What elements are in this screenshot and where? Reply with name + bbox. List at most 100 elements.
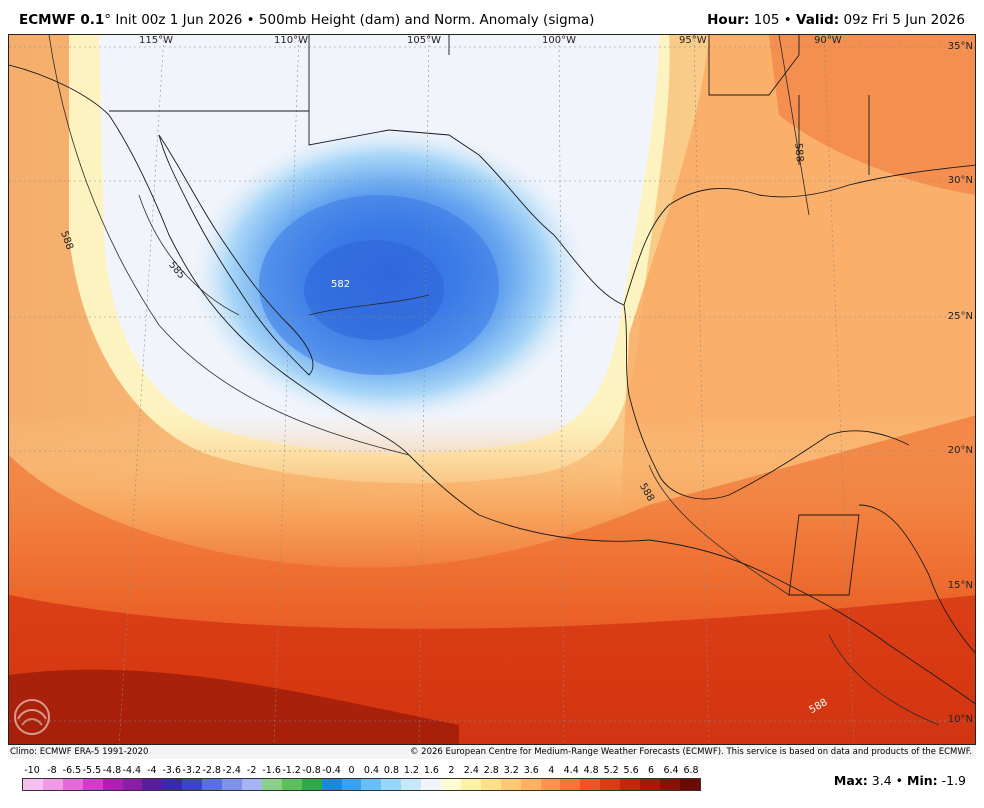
climo-credit: Climo: ECMWF ERA-5 1991-2020 [10, 747, 149, 757]
lat-label-30n: 30°N [947, 175, 973, 186]
legend-tick-label: 3.2 [503, 765, 519, 776]
min-value: -1.9 [941, 773, 966, 788]
legend-colorbar [22, 778, 701, 791]
legend-labels: -10 -8 -6.5 -5.5 -4.8 -4.4 -4 -3.6 -3.2 -2.8 -2.4-… [8, 765, 708, 777]
legend-tick-label: 5.2 [603, 765, 619, 776]
lat-label-20n: 20°N [947, 445, 973, 456]
lat-label-25n: 25°N [947, 311, 973, 322]
colorbar-swatch [361, 779, 382, 790]
colorbar-swatch [401, 779, 422, 790]
anomaly-field [9, 35, 975, 744]
lon-label-115w: 115°W [139, 35, 173, 46]
ecmwf-credit: © 2026 European Centre for Medium-Range … [409, 747, 972, 757]
legend-tick-label: -1.2 [282, 765, 301, 776]
legend-tick-label: -2.4 [222, 765, 241, 776]
legend-tick-label: 2 [448, 765, 455, 776]
legend-tick-label: -10 [24, 765, 40, 776]
hour-value: 105 • [753, 12, 796, 28]
legend-tick-label: 4.8 [583, 765, 599, 776]
colorbar-swatch [62, 779, 83, 790]
colorbar-swatch [620, 779, 641, 790]
legend-tick-label: 5.6 [623, 765, 639, 776]
legend-tick-label: -3.2 [182, 765, 202, 776]
legend-tick-label: 4 [548, 765, 555, 776]
colorbar-swatch [122, 779, 143, 790]
colorbar-swatch [381, 779, 402, 790]
lon-label-100w: 100°W [542, 35, 576, 46]
colorbar-swatch [341, 779, 362, 790]
lat-label-35n: 35°N [947, 41, 973, 52]
legend-tick-label: -2 [246, 765, 257, 776]
legend-tick-label: 6.4 [663, 765, 679, 776]
colorbar-swatch [241, 779, 262, 790]
max-min-readout: Max: 3.4 • Min: -1.9 [834, 773, 966, 788]
lon-label-110w: 110°W [274, 35, 308, 46]
hour-label: Hour: [707, 12, 750, 28]
colorbar-swatch [162, 779, 183, 790]
colorbar-swatch [580, 779, 601, 790]
max-value: 3.4 • [871, 773, 907, 788]
legend-tick-label: -4 [147, 765, 157, 776]
header: ECMWF 0.1° Init 00z 1 Jun 2026 • 500mb H… [0, 0, 984, 34]
colorbar-swatch [640, 779, 660, 790]
colorbar-swatch [142, 779, 163, 790]
lon-label-105w: 105°W [407, 35, 441, 46]
legend-tick-label: 3.6 [523, 765, 539, 776]
contour-label: 582 [331, 279, 351, 290]
lat-label-15n: 15°N [947, 580, 973, 591]
legend-tick-label: 0.8 [383, 765, 400, 776]
chart-title: ECMWF 0.1° Init 00z 1 Jun 2026 • 500mb H… [19, 12, 594, 28]
legend-tick-label: 1.6 [423, 765, 439, 776]
colorbar-swatch [520, 779, 541, 790]
colorbar-swatch [222, 779, 242, 790]
legend-tick-label: -0.8 [302, 765, 321, 776]
legend-tick-label: 4.4 [563, 765, 579, 776]
valid-label: Valid: [796, 12, 840, 28]
model-name: ECMWF 0.1 [19, 12, 105, 28]
contour-label: 588 [792, 142, 805, 163]
legend-tick-label: -6.5 [62, 765, 82, 776]
colorbar-swatch [560, 779, 581, 790]
colorbar-swatch [23, 779, 43, 790]
colorbar-swatch [421, 779, 442, 790]
legend-tick-label: 0.4 [363, 765, 380, 776]
colorbar-swatch [321, 779, 342, 790]
legend-tick-label: 0 [348, 765, 355, 776]
lat-label-10n: 10°N [947, 714, 973, 725]
colorbar-swatch [600, 779, 621, 790]
legend-tick-label: -5.5 [82, 765, 102, 776]
colorbar-swatch [182, 779, 203, 790]
legend-tick-label: 6 [648, 765, 655, 776]
colorbar-swatch [500, 779, 521, 790]
legend-tick-label: 2.8 [483, 765, 499, 776]
colorbar-swatch [301, 779, 322, 790]
legend-tick-label: -0.4 [322, 765, 341, 776]
legend-tick-label: -1.6 [262, 765, 281, 776]
colorbar-swatch [660, 779, 680, 790]
colorbar-swatch [480, 779, 501, 790]
legend-tick-label: -8 [47, 765, 57, 776]
colorbar-swatch [202, 779, 223, 790]
valid-value: 09z Fri 5 Jun 2026 [843, 12, 965, 28]
valid-time: Hour: 105 • Valid: 09z Fri 5 Jun 2026 [707, 12, 965, 28]
legend-tick-label: -4.4 [122, 765, 142, 776]
legend-tick-label: 6.8 [683, 765, 699, 776]
legend-tick-label: -3.6 [162, 765, 182, 776]
max-label: Max: [833, 773, 868, 788]
colorbar-swatch [281, 779, 302, 790]
colorbar-swatch [102, 779, 123, 790]
lon-label-95w: 95°W [679, 35, 707, 46]
colorbar-swatch [42, 779, 63, 790]
colorbar-swatch [540, 779, 561, 790]
weatherbell-logo-icon [14, 699, 50, 735]
weather-map[interactable]: 115°W 110°W 105°W 100°W 95°W 90°W 35°N 3… [8, 34, 976, 745]
min-label: Min: [907, 773, 938, 788]
colorbar-swatch [679, 779, 700, 790]
legend-tick-label: -2.8 [202, 765, 221, 776]
credits-bar: Climo: ECMWF ERA-5 1991-2020 © 2026 Euro… [8, 745, 976, 759]
legend-tick-label: 1.2 [403, 765, 419, 776]
colorbar-swatch [460, 779, 481, 790]
legend-tick-label: 2.4 [463, 765, 479, 776]
colorbar-swatch [82, 779, 103, 790]
lon-label-90w: 90°W [814, 35, 842, 46]
